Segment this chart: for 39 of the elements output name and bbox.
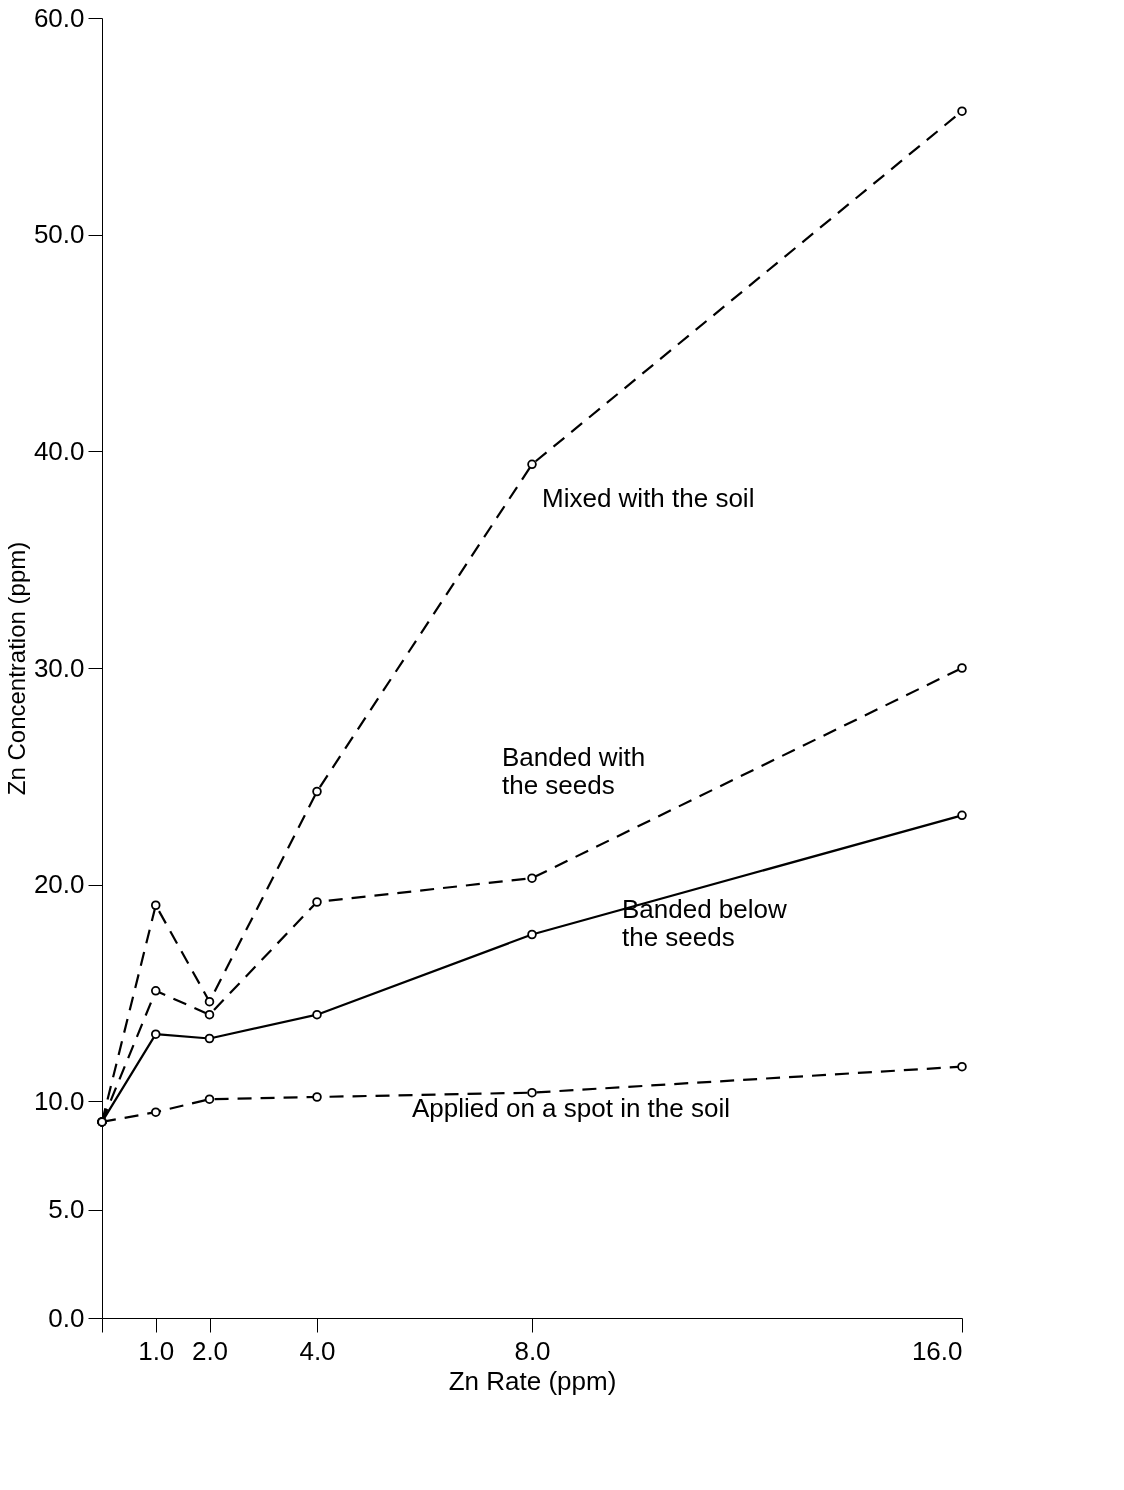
y-tick-label: 60.0	[33, 2, 85, 33]
point	[150, 900, 161, 911]
point	[150, 986, 161, 996]
y-tick-label: 0.0	[48, 1302, 85, 1333]
point	[312, 786, 322, 797]
series-label: Banded with the seeds	[502, 742, 646, 801]
y-axis-title: Zn Concentration (ppm)	[2, 541, 30, 796]
point	[527, 873, 537, 883]
series-label: Mixed with the soil	[542, 483, 755, 514]
point	[527, 459, 537, 470]
point	[527, 1087, 537, 1098]
point	[957, 663, 967, 673]
x-tick-label: 8.0	[514, 1335, 551, 1366]
x-tick-label: 16.0	[911, 1335, 963, 1366]
point	[204, 1009, 215, 1020]
point	[150, 1029, 161, 1039]
series-label: Banded below the seeds	[622, 893, 788, 952]
point	[957, 1061, 967, 1072]
point	[204, 1033, 215, 1044]
x-tick-label: 2.0	[191, 1335, 229, 1366]
y-tick-label: 30.0	[33, 652, 85, 683]
x-axis-title: Zn Rate (ppm)	[448, 1365, 617, 1396]
point	[957, 810, 967, 821]
x-tick-label: 1.0	[138, 1335, 175, 1366]
point	[527, 929, 537, 940]
point	[204, 996, 215, 1007]
point	[312, 1092, 322, 1102]
y-tick-label: 20.0	[33, 869, 85, 900]
x-tick-label: 4.0	[299, 1335, 336, 1366]
point	[957, 106, 967, 116]
point	[204, 1094, 215, 1104]
y-tick-label: 10.0	[33, 1085, 85, 1116]
point	[312, 897, 322, 907]
y-tick-label: 50.0	[33, 219, 85, 250]
point	[150, 1107, 161, 1117]
series-label: Applied on a spot in the soil	[412, 1093, 730, 1123]
y-tick-label: 40.0	[33, 435, 85, 466]
y-tick-label: 5.0	[48, 1194, 85, 1225]
point	[312, 1009, 322, 1020]
